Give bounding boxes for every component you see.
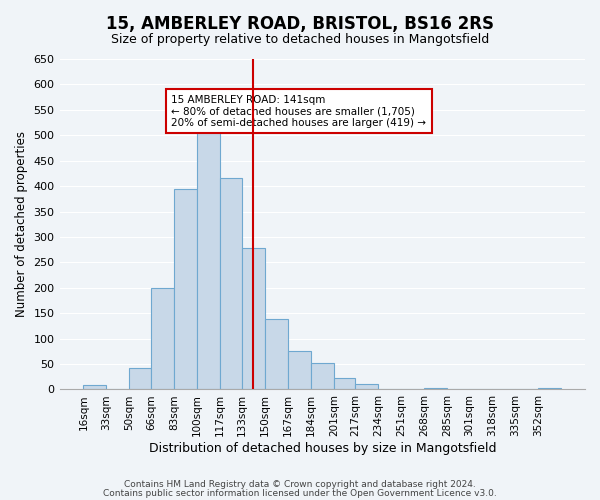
X-axis label: Distribution of detached houses by size in Mangotsfield: Distribution of detached houses by size …	[149, 442, 496, 455]
Bar	[311, 363, 334, 390]
Bar	[424, 388, 448, 390]
Bar	[197, 132, 220, 390]
Bar	[242, 248, 265, 390]
Bar	[220, 178, 242, 390]
Bar	[355, 384, 379, 390]
Y-axis label: Number of detached properties: Number of detached properties	[15, 131, 28, 317]
Text: 15 AMBERLEY ROAD: 141sqm
← 80% of detached houses are smaller (1,705)
20% of sem: 15 AMBERLEY ROAD: 141sqm ← 80% of detach…	[172, 94, 427, 128]
Bar	[288, 352, 311, 390]
Bar	[334, 378, 355, 390]
Text: Contains HM Land Registry data © Crown copyright and database right 2024.: Contains HM Land Registry data © Crown c…	[124, 480, 476, 489]
Bar	[174, 188, 197, 390]
Bar	[83, 386, 106, 390]
Text: 15, AMBERLEY ROAD, BRISTOL, BS16 2RS: 15, AMBERLEY ROAD, BRISTOL, BS16 2RS	[106, 15, 494, 33]
Text: Size of property relative to detached houses in Mangotsfield: Size of property relative to detached ho…	[111, 32, 489, 46]
Text: Contains public sector information licensed under the Open Government Licence v3: Contains public sector information licen…	[103, 488, 497, 498]
Bar	[130, 368, 151, 390]
Bar	[151, 288, 174, 390]
Bar	[538, 388, 561, 390]
Bar	[265, 320, 288, 390]
